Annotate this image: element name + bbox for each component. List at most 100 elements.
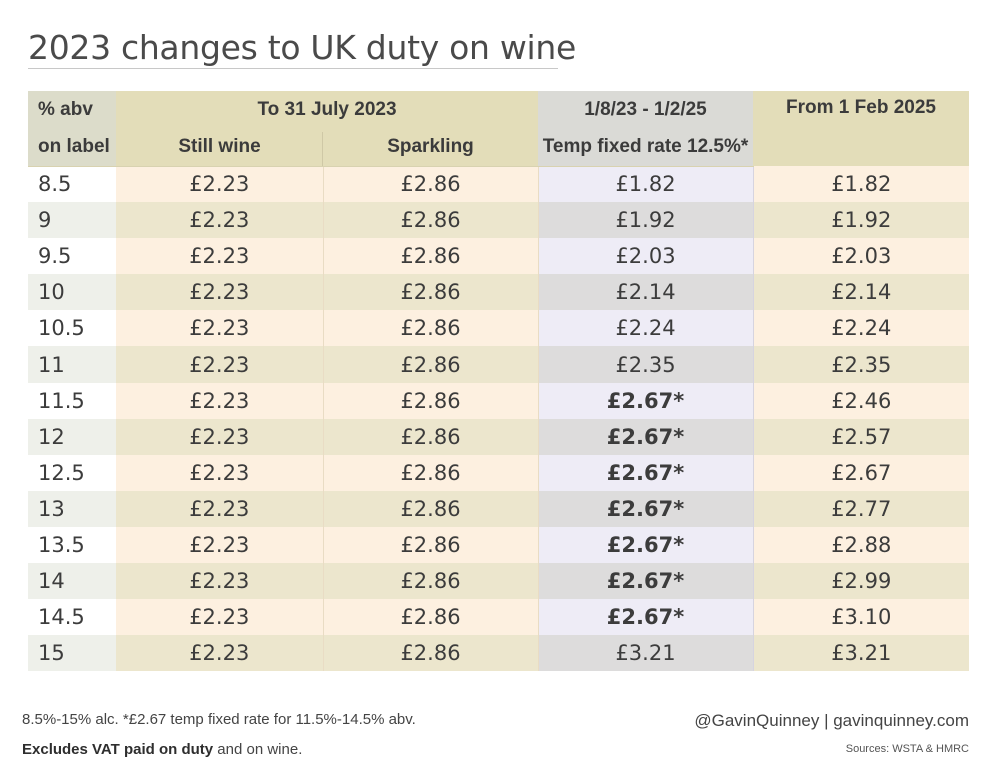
abv-cell: 14 bbox=[28, 563, 116, 600]
still-wine-cell: £2.23 bbox=[116, 238, 324, 275]
from-feb-cell: £2.03 bbox=[753, 238, 969, 275]
table-row: 10.5 £2.23 £2.86 £2.24 £2.24 bbox=[28, 310, 969, 347]
temp-rate-cell: £2.14 bbox=[537, 274, 754, 311]
table-row: 12 £2.23 £2.86 £2.67* £2.57 bbox=[28, 418, 969, 455]
from-feb-cell: £2.57 bbox=[753, 418, 969, 455]
abv-cell: 11.5 bbox=[28, 382, 116, 419]
abv-cell: 10.5 bbox=[28, 310, 116, 347]
footnote-vat: Excludes VAT paid on duty and on wine. bbox=[22, 741, 302, 758]
temp-rate-cell: £3.21 bbox=[537, 635, 754, 672]
temp-rate-cell: £2.67* bbox=[537, 599, 754, 636]
temp-rate-header-line2: Temp fixed rate 12.5%* bbox=[538, 128, 753, 167]
still-wine-header: Still wine bbox=[116, 128, 323, 167]
sparkling-cell: £2.86 bbox=[323, 454, 539, 491]
abv-cell: 12.5 bbox=[28, 454, 116, 491]
abv-cell: 9.5 bbox=[28, 238, 116, 275]
sparkling-cell: £2.86 bbox=[323, 274, 539, 311]
table-row: 10 £2.23 £2.86 £2.14 £2.14 bbox=[28, 274, 969, 311]
from-feb-cell: £2.35 bbox=[753, 346, 969, 383]
abv-header-line1: % abv bbox=[28, 91, 116, 128]
table-header-row-2: on label Still wine Sparkling Temp fixed… bbox=[28, 128, 969, 167]
table-row: 13.5 £2.23 £2.86 £2.67* £2.88 bbox=[28, 526, 969, 564]
still-wine-cell: £2.23 bbox=[116, 490, 324, 527]
abv-cell: 13.5 bbox=[28, 526, 116, 564]
footnote-vat-bold: Excludes VAT paid on duty bbox=[22, 741, 214, 758]
sparkling-cell: £2.86 bbox=[323, 238, 539, 275]
sparkling-cell: £2.86 bbox=[323, 563, 539, 600]
table-row: 12.5 £2.23 £2.86 £2.67* £2.67 bbox=[28, 454, 969, 491]
still-wine-cell: £2.23 bbox=[116, 382, 324, 419]
sparkling-cell: £2.86 bbox=[323, 526, 539, 564]
still-wine-cell: £2.23 bbox=[116, 599, 324, 636]
sparkling-cell: £2.86 bbox=[323, 310, 539, 347]
still-wine-cell: £2.23 bbox=[116, 418, 324, 455]
footnote-vat-rest: and on wine. bbox=[213, 741, 303, 758]
title-underline bbox=[28, 68, 558, 69]
table-body: 8.5 £2.23 £2.86 £1.82 £1.82 9 £2.23 £2.86 £1.92 £… bbox=[28, 166, 969, 672]
from-feb-cell: £2.99 bbox=[753, 563, 969, 600]
from-feb-cell: £1.82 bbox=[753, 166, 969, 203]
sparkling-cell: £2.86 bbox=[323, 202, 539, 239]
from-feb-cell: £2.88 bbox=[753, 526, 969, 564]
sparkling-cell: £2.86 bbox=[323, 599, 539, 636]
table-row: 13 £2.23 £2.86 £2.67* £2.77 bbox=[28, 490, 969, 527]
table-row: 14 £2.23 £2.86 £2.67* £2.99 bbox=[28, 563, 969, 600]
still-wine-cell: £2.23 bbox=[116, 274, 324, 311]
from-feb-cell: £2.24 bbox=[753, 310, 969, 347]
abv-cell: 13 bbox=[28, 490, 116, 527]
sparkling-cell: £2.86 bbox=[323, 382, 539, 419]
from-feb-cell: £2.46 bbox=[753, 382, 969, 419]
table-header-row-1: % abv To 31 July 2023 1/8/23 - 1/2/25 Fr… bbox=[28, 91, 969, 166]
still-wine-cell: £2.23 bbox=[116, 346, 324, 383]
temp-rate-cell: £2.35 bbox=[537, 346, 754, 383]
from-feb-cell: £2.77 bbox=[753, 490, 969, 527]
still-wine-cell: £2.23 bbox=[116, 563, 324, 600]
from-feb-cell: £2.14 bbox=[753, 274, 969, 311]
temp-rate-cell: £1.82 bbox=[537, 166, 754, 203]
still-wine-cell: £2.23 bbox=[116, 202, 324, 239]
table-row: 15 £2.23 £2.86 £3.21 £3.21 bbox=[28, 635, 969, 672]
abv-cell: 15 bbox=[28, 635, 116, 672]
table-row: 9.5 £2.23 £2.86 £2.03 £2.03 bbox=[28, 238, 969, 275]
author-credit: @GavinQuinney | gavinquinney.com bbox=[694, 711, 969, 730]
sparkling-cell: £2.86 bbox=[323, 490, 539, 527]
table-row: 11 £2.23 £2.86 £2.35 £2.35 bbox=[28, 346, 969, 383]
table-row: 11.5 £2.23 £2.86 £2.67* £2.46 bbox=[28, 382, 969, 419]
from-feb-cell: £3.10 bbox=[753, 599, 969, 636]
temp-rate-cell: £2.67* bbox=[537, 454, 754, 491]
table-row: 14.5 £2.23 £2.86 £2.67* £3.10 bbox=[28, 599, 969, 636]
temp-rate-cell: £2.67* bbox=[537, 563, 754, 600]
temp-rate-cell: £2.67* bbox=[537, 490, 754, 527]
from-feb-cell: £3.21 bbox=[753, 635, 969, 672]
temp-rate-cell: £1.92 bbox=[537, 202, 754, 239]
sparkling-cell: £2.86 bbox=[323, 346, 539, 383]
from-feb-cell: £2.67 bbox=[753, 454, 969, 491]
temp-rate-cell: £2.67* bbox=[537, 526, 754, 564]
still-wine-cell: £2.23 bbox=[116, 310, 324, 347]
temp-rate-header-line1: 1/8/23 - 1/2/25 bbox=[538, 91, 753, 128]
to-july-group-header: To 31 July 2023 bbox=[116, 91, 538, 128]
abv-cell: 9 bbox=[28, 202, 116, 239]
still-wine-cell: £2.23 bbox=[116, 166, 324, 203]
sources-note: Sources: WSTA & HMRC bbox=[845, 743, 969, 755]
temp-rate-cell: £2.03 bbox=[537, 238, 754, 275]
from-feb-cell: £1.92 bbox=[753, 202, 969, 239]
temp-rate-cell: £2.24 bbox=[537, 310, 754, 347]
page-title: 2023 changes to UK duty on wine bbox=[28, 28, 576, 67]
from-feb-header: From 1 Feb 2025 bbox=[753, 91, 969, 166]
sparkling-cell: £2.86 bbox=[323, 166, 539, 203]
abv-cell: 12 bbox=[28, 418, 116, 455]
abv-header-line2: on label bbox=[28, 128, 116, 167]
duty-table: % abv To 31 July 2023 1/8/23 - 1/2/25 Fr… bbox=[28, 91, 969, 672]
temp-rate-cell: £2.67* bbox=[537, 418, 754, 455]
sparkling-header: Sparkling bbox=[323, 128, 538, 167]
still-wine-cell: £2.23 bbox=[116, 454, 324, 491]
sparkling-cell: £2.86 bbox=[323, 635, 539, 672]
abv-cell: 14.5 bbox=[28, 599, 116, 636]
sparkling-cell: £2.86 bbox=[323, 418, 539, 455]
temp-rate-cell: £2.67* bbox=[537, 382, 754, 419]
still-wine-cell: £2.23 bbox=[116, 526, 324, 564]
table-row: 9 £2.23 £2.86 £1.92 £1.92 bbox=[28, 202, 969, 239]
abv-cell: 8.5 bbox=[28, 166, 116, 203]
table-row: 8.5 £2.23 £2.86 £1.82 £1.82 bbox=[28, 166, 969, 203]
